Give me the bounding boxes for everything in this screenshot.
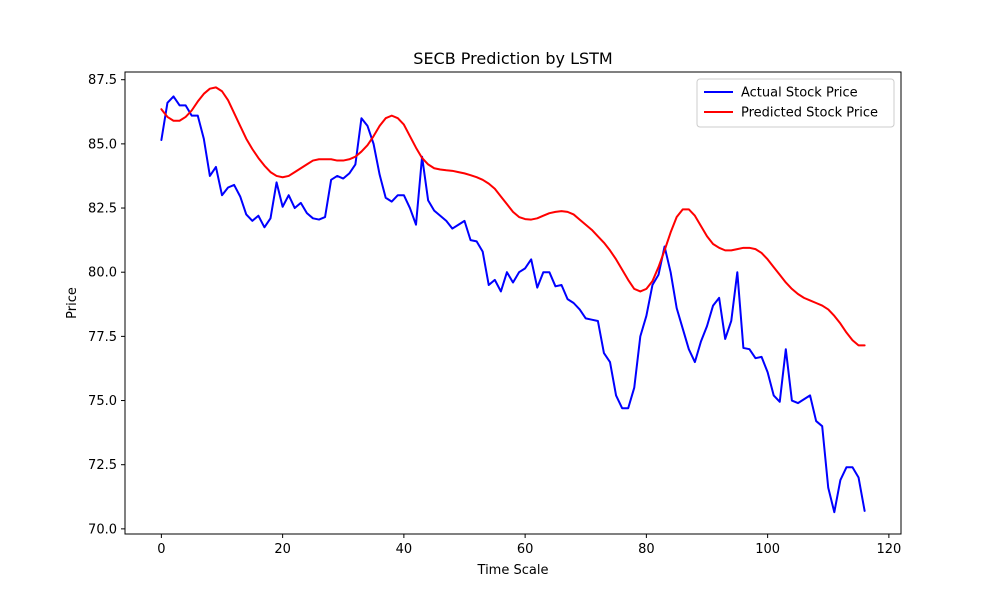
x-tick-label: 80 bbox=[638, 542, 655, 557]
predicted-price-line bbox=[160, 86, 866, 347]
x-tick-label: 40 bbox=[396, 542, 413, 557]
chart-title: SECB Prediction by LSTM bbox=[413, 49, 612, 68]
x-tick-label: 120 bbox=[876, 542, 901, 557]
y-axis-title: Price bbox=[65, 287, 80, 319]
x-axis-ticks: 0 20 40 60 80 100 120 bbox=[157, 534, 901, 557]
x-tick-label: 60 bbox=[517, 542, 534, 557]
plot-frame bbox=[124, 71, 902, 535]
series-layer bbox=[160, 86, 866, 514]
y-tick-label: 82.5 bbox=[88, 202, 117, 217]
x-tick-label: 100 bbox=[755, 542, 780, 557]
y-tick-label: 77.5 bbox=[88, 330, 117, 345]
x-tick-label: 0 bbox=[157, 542, 165, 557]
legend: Actual Stock Price Predicted Stock Price bbox=[696, 78, 895, 128]
actual-price-line bbox=[160, 95, 866, 514]
legend-label-actual: Actual Stock Price bbox=[741, 86, 858, 101]
y-axis-ticks: 70.0 72.5 75.0 77.5 80.0 82.5 85.0 87.5 bbox=[88, 73, 125, 537]
x-tick-label: 20 bbox=[274, 542, 291, 557]
y-tick-label: 80.0 bbox=[88, 266, 117, 281]
y-tick-label: 70.0 bbox=[88, 522, 117, 537]
x-axis-title: Time Scale bbox=[477, 563, 549, 578]
legend-box bbox=[696, 78, 895, 128]
y-tick-label: 72.5 bbox=[88, 458, 117, 473]
y-tick-label: 75.0 bbox=[88, 394, 117, 409]
y-tick-label: 85.0 bbox=[88, 137, 117, 152]
legend-label-predicted: Predicted Stock Price bbox=[741, 106, 878, 121]
plot-background bbox=[125, 72, 901, 534]
y-tick-label: 87.5 bbox=[88, 73, 117, 88]
